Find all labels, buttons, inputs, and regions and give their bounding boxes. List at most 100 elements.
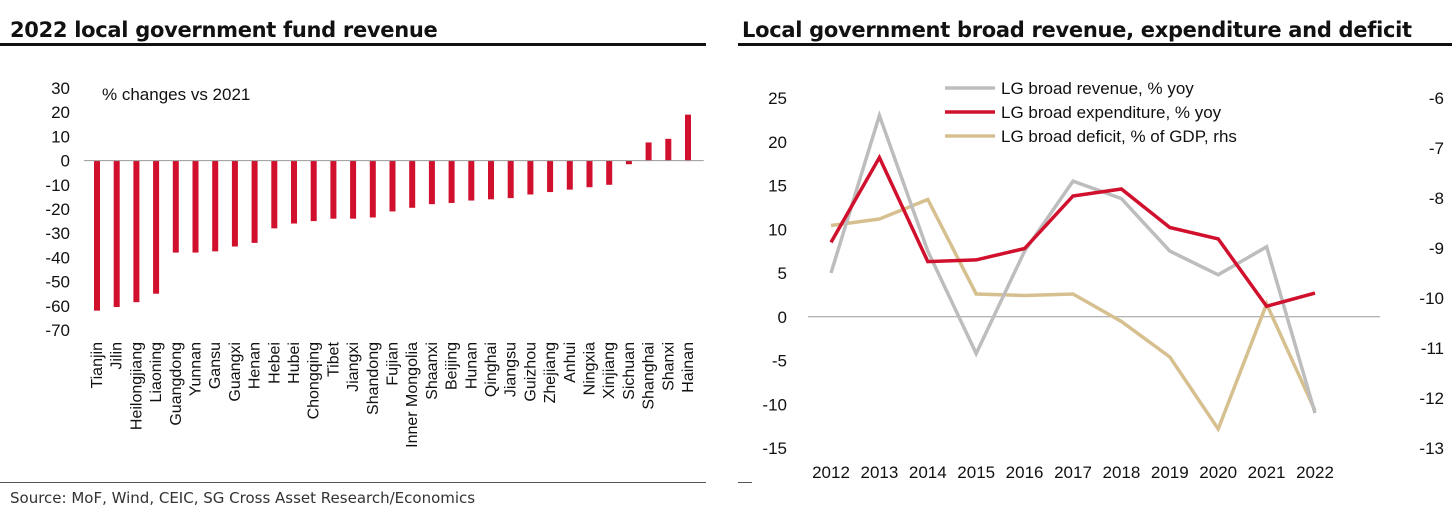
bar-liaoning: [153, 160, 160, 294]
bar-hainan: [685, 114, 691, 161]
right-y-tick-label: -13: [1419, 439, 1444, 458]
right-y-tick-label: -11: [1421, 339, 1444, 358]
category-label: Guangdong: [168, 342, 185, 426]
bar-zhejiang: [547, 160, 554, 193]
x-tick-label: 2018: [1102, 463, 1140, 482]
bar-xinjiang: [606, 160, 613, 185]
category-label: Liaoning: [148, 342, 165, 403]
bar-shaanxi: [428, 160, 435, 205]
category-label: Shaanxi: [424, 342, 441, 400]
series-line-red: [829, 153, 1316, 309]
source-note: Source: MoF, Wind, CEIC, SG Cross Asset …: [10, 489, 476, 507]
bar-anhui: [566, 160, 573, 190]
category-label: Ningxia: [582, 342, 599, 395]
category-label: Hubei: [286, 342, 303, 384]
series-line-tan: [830, 197, 1317, 433]
right-y-tick-label: -8: [1429, 189, 1444, 208]
provincial-fund-revenue-bar-chart: 30 20 10 0 -10 -20 -30 -40 -50 -60 -70 % changes vs…: [45, 79, 704, 448]
right-chart-title: Local government broad revenue, expendit…: [742, 18, 1412, 42]
left-y-tick-label: 0: [778, 308, 787, 327]
series-line-gray: [829, 109, 1317, 414]
bar-jiangxi: [350, 160, 357, 219]
bar-shanghai: [645, 142, 652, 161]
category-label: Zhejiang: [542, 342, 559, 403]
bar-guizhou: [527, 160, 534, 195]
right-bottom-rule: [738, 482, 752, 483]
category-label: Guizhou: [522, 342, 539, 402]
category-label: Jiangsu: [503, 342, 520, 397]
x-tick-label: 2015: [957, 463, 995, 482]
broad-revenue-expenditure-deficit-line-chart: 2520151050-5-10-15-6-7-8-9-10-11-12-1320…: [762, 79, 1444, 482]
x-tick-label: 2020: [1199, 463, 1237, 482]
right-y-tick-label: -6: [1429, 89, 1444, 108]
category-label: Yunnan: [188, 342, 205, 396]
left-y-tick-label: 20: [768, 133, 787, 152]
bar-chart-annotation: % changes vs 2021: [102, 85, 250, 104]
right-y-tick-label: -7: [1429, 139, 1444, 158]
category-label: Xinjiang: [601, 342, 618, 399]
x-tick-label: 2019: [1151, 463, 1189, 482]
bar-beijing: [448, 160, 455, 203]
bar-heilongjiang: [133, 160, 140, 303]
y-tick-label: -70: [45, 321, 70, 340]
bar-hunan: [468, 160, 475, 201]
bar-guangxi: [231, 160, 238, 247]
left-y-tick-label: -5: [772, 352, 787, 371]
category-label: Jilin: [109, 342, 126, 370]
y-tick-label: -50: [45, 273, 70, 292]
bar-tianjin: [94, 160, 100, 311]
left-bottom-rule: [0, 482, 706, 483]
bar-gansu: [212, 160, 219, 252]
category-label: Guangxi: [227, 342, 244, 402]
bar-shandong: [369, 160, 376, 218]
bar-henan: [251, 160, 258, 243]
bar-tibet: [330, 160, 337, 219]
bar-hubei: [291, 160, 297, 224]
x-tick-label: 2022: [1296, 463, 1334, 482]
y-tick-label: -10: [45, 176, 70, 195]
bar-fujian: [389, 160, 396, 212]
category-label: Hebei: [266, 342, 283, 384]
category-label: Shanxi: [660, 342, 677, 391]
right-y-tick-label: -12: [1419, 389, 1444, 408]
y-tick-label: -30: [45, 224, 70, 243]
bar-jilin: [113, 160, 120, 308]
x-tick-label: 2012: [812, 463, 850, 482]
bar-inner-mongolia: [409, 160, 416, 208]
category-label: Beijing: [444, 342, 461, 390]
x-tick-label: 2021: [1248, 463, 1286, 482]
category-label: Fujian: [385, 342, 402, 386]
category-label: Hainan: [680, 342, 697, 393]
category-label: Heilongjiang: [128, 342, 145, 430]
right-title-rule: [738, 43, 1452, 46]
y-tick-label: 20: [51, 103, 70, 122]
category-label: Henan: [247, 342, 264, 389]
bar-yunnan: [192, 160, 199, 253]
y-tick-label: 30: [51, 79, 70, 98]
category-label: Tianjin: [89, 342, 106, 389]
x-tick-label: 2014: [909, 463, 947, 482]
bar-jiangsu: [507, 160, 514, 199]
category-label: Jiangxi: [345, 342, 362, 392]
category-label: Inner Mongolia: [404, 342, 421, 448]
y-tick-label: 10: [51, 127, 70, 146]
y-tick-label: -60: [45, 297, 70, 316]
bar-qinghai: [488, 160, 494, 200]
x-tick-label: 2013: [860, 463, 898, 482]
category-label: Sichuan: [621, 342, 638, 400]
left-y-tick-label: 25: [768, 89, 787, 108]
left-y-tick-label: -10: [762, 395, 787, 414]
y-tick-label: -40: [45, 248, 70, 267]
bar-guangdong: [172, 160, 179, 253]
category-label: Tibet: [325, 341, 342, 377]
category-label: Anhui: [562, 342, 579, 383]
bar-chongqing: [310, 160, 317, 222]
y-tick-label: 0: [61, 152, 70, 171]
left-y-tick-label: 5: [778, 264, 787, 283]
category-label: Chongqing: [306, 342, 323, 419]
left-title-rule: [0, 43, 706, 46]
x-tick-label: 2016: [1006, 463, 1044, 482]
bar-ningxia: [586, 160, 593, 188]
legend-label: LG broad deficit, % of GDP, rhs: [1001, 127, 1237, 146]
legend-label: LG broad expenditure, % yoy: [1001, 103, 1222, 122]
